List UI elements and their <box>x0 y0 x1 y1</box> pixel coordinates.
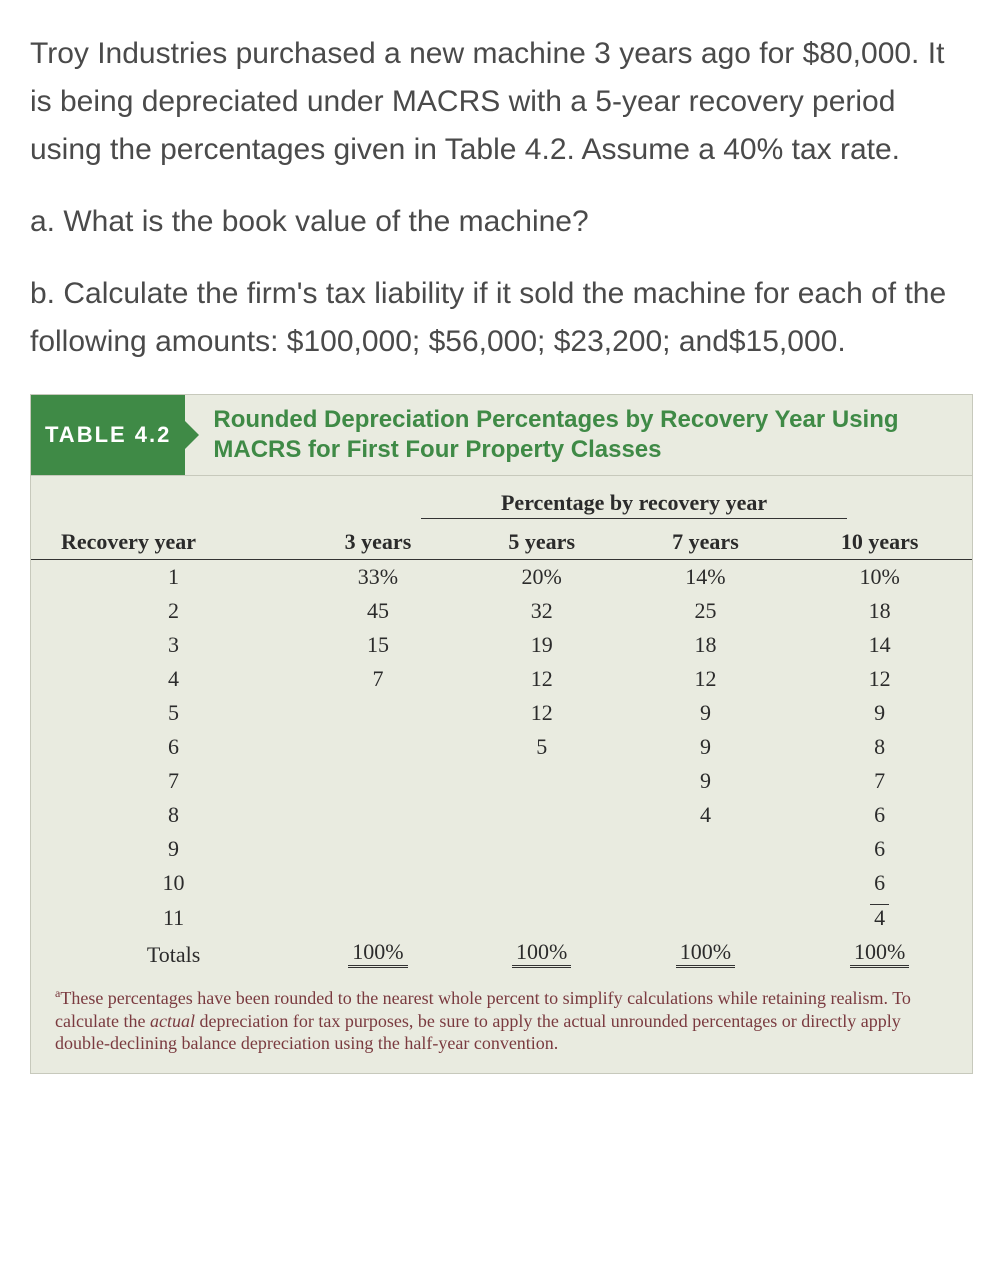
table-column-headers: Recovery year 3 years 5 years 7 years 10… <box>31 525 972 560</box>
col-10-years: 10 years <box>787 525 972 560</box>
macrs-table: Percentage by recovery year Recovery yea… <box>31 476 972 972</box>
table-row: 51299 <box>31 696 972 730</box>
col-recovery-year: Recovery year <box>31 525 296 560</box>
table-totals-row: Totals 100% 100% 100% 100% <box>31 935 972 972</box>
col-7-years: 7 years <box>624 525 788 560</box>
table-body: 133%20%14%10% 245322518 315191814 471212… <box>31 560 972 973</box>
table-title-row: TABLE 4.2 Rounded Depreciation Percentag… <box>31 395 972 476</box>
col-3-years: 3 years <box>296 525 460 560</box>
table-row: 797 <box>31 764 972 798</box>
totals-10yr: 100% <box>850 939 909 968</box>
totals-label: Totals <box>31 935 296 972</box>
table-row: 96 <box>31 832 972 866</box>
problem-part-b: b. Calculate the firm's tax liability if… <box>30 270 973 366</box>
table-row: 315191814 <box>31 628 972 662</box>
table-badge: TABLE 4.2 <box>31 395 185 475</box>
totals-7yr: 100% <box>676 939 735 968</box>
table-row: 846 <box>31 798 972 832</box>
table-row: 106 <box>31 866 972 900</box>
totals-5yr: 100% <box>512 939 571 968</box>
footnote-em: actual <box>150 1011 195 1031</box>
table-row: 133%20%14%10% <box>31 560 972 595</box>
problem-intro: Troy Industries purchased a new machine … <box>30 30 973 174</box>
table-row: 245322518 <box>31 594 972 628</box>
table-footnote: aThese percentages have been rounded to … <box>31 972 972 1055</box>
col-5-years: 5 years <box>460 525 624 560</box>
table-span-header: Percentage by recovery year <box>421 490 847 519</box>
table-row: 6598 <box>31 730 972 764</box>
problem-text: Troy Industries purchased a new machine … <box>30 30 973 366</box>
table-caption: Rounded Depreciation Percentages by Reco… <box>185 395 972 475</box>
table-span-header-row: Percentage by recovery year <box>31 476 972 525</box>
macrs-table-block: TABLE 4.2 Rounded Depreciation Percentag… <box>30 394 973 1074</box>
problem-part-a: a. What is the book value of the machine… <box>30 198 973 246</box>
table-row: 47121212 <box>31 662 972 696</box>
totals-3yr: 100% <box>348 939 407 968</box>
table-row: 114 <box>31 900 972 935</box>
